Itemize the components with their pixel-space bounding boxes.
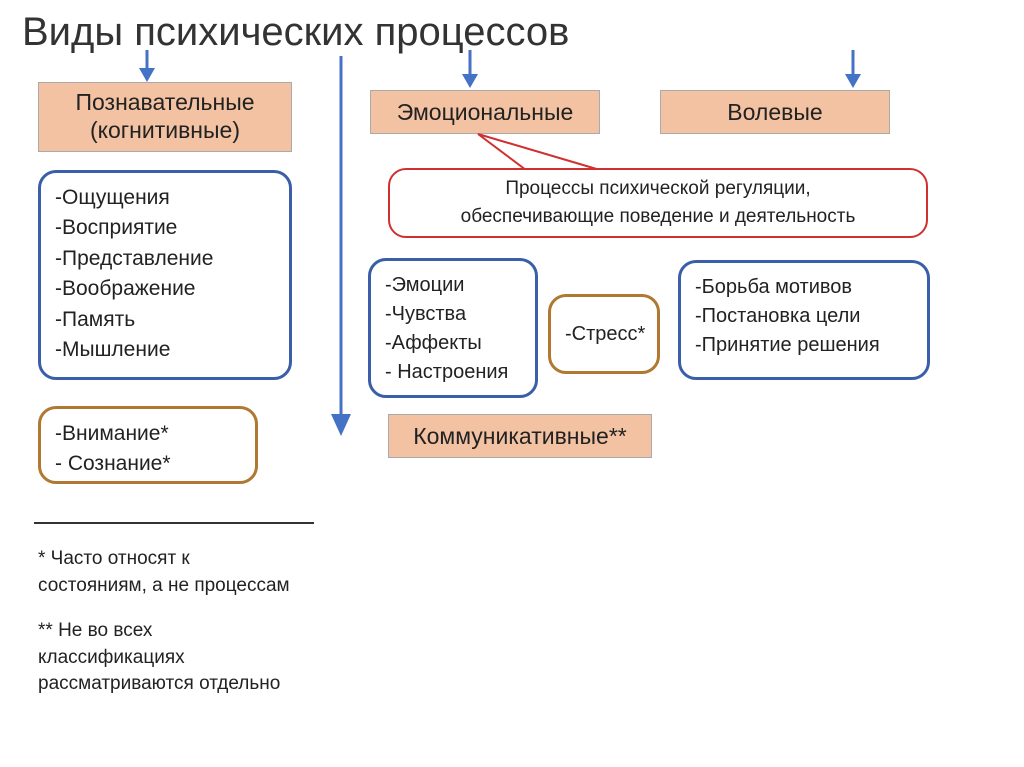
header-cognitive-line2: (когнитивные) (90, 117, 240, 145)
list-item: -Память (55, 305, 275, 335)
list-item: -Борьба мотивов (695, 273, 913, 302)
header-communicative-label: Коммуникативные** (413, 423, 627, 450)
page-title: Виды психических процессов (22, 10, 569, 55)
list-item: -Внимание* (55, 419, 241, 449)
list-item: -Ощущения (55, 183, 275, 213)
list-item: -Воображение (55, 274, 275, 304)
list-item: - Настроения (385, 358, 521, 387)
divider (34, 522, 314, 524)
arrow-to-communicative (326, 56, 356, 440)
list-item: - Сознание* (55, 449, 241, 479)
footnote-2-line2: классификациях (38, 645, 280, 672)
list-item: -Мышление (55, 335, 275, 365)
box-volitional-main: -Борьба мотивов -Постановка цели -Принят… (678, 260, 930, 380)
list-item: -Постановка цели (695, 302, 913, 331)
header-volitional: Волевые (660, 90, 890, 134)
arrow-to-volitional (840, 50, 866, 90)
list-item: -Представление (55, 244, 275, 274)
box-stress: -Стресс* (548, 294, 660, 374)
arrow-to-emotional (457, 50, 483, 90)
list-item: -Восприятие (55, 213, 275, 243)
footnote-2: ** Не во всех классификациях рассматрива… (38, 618, 280, 698)
list-item: -Аффекты (385, 329, 521, 358)
list-item: -Принятие решения (695, 331, 913, 360)
header-cognitive-line1: Познавательные (75, 89, 254, 117)
header-volitional-label: Волевые (727, 99, 822, 126)
footnote-1-line1: * Часто относят к (38, 546, 290, 573)
box-cognitive-main: -Ощущения -Восприятие -Представление -Во… (38, 170, 292, 380)
footnote-1: * Часто относят к состояниям, а не проце… (38, 546, 290, 599)
header-communicative: Коммуникативные** (388, 414, 652, 458)
callout-line2: обеспечивающие поведение и деятельность (400, 203, 916, 231)
footnote-2-line3: рассматриваются отдельно (38, 671, 280, 698)
box-cognitive-extra: -Внимание* - Сознание* (38, 406, 258, 484)
arrow-to-cognitive (134, 50, 160, 84)
box-emotional-main: -Эмоции -Чувства -Аффекты - Настроения (368, 258, 538, 398)
header-emotional-label: Эмоциональные (397, 99, 574, 126)
callout-line1: Процессы психической регуляции, (400, 175, 916, 203)
list-item: -Стресс* (565, 320, 645, 349)
callout-regulation: Процессы психической регуляции, обеспечи… (388, 168, 928, 238)
footnote-1-line2: состояниям, а не процессам (38, 573, 290, 600)
list-item: -Эмоции (385, 271, 521, 300)
list-item: -Чувства (385, 300, 521, 329)
footnote-2-line1: ** Не во всех (38, 618, 280, 645)
header-cognitive: Познавательные (когнитивные) (38, 82, 292, 152)
header-emotional: Эмоциональные (370, 90, 600, 134)
